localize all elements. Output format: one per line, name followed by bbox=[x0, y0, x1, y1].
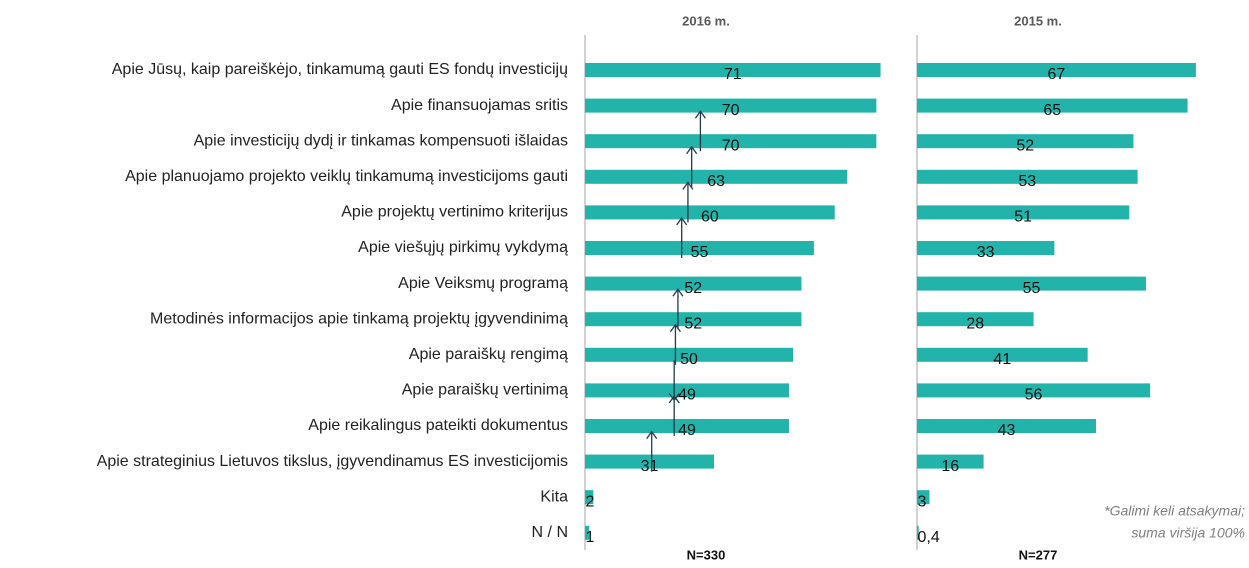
category-label: Metodinės informacijos apie tinkamą proj… bbox=[150, 310, 568, 327]
value-label: 52 bbox=[684, 315, 702, 332]
bar bbox=[917, 63, 1196, 77]
bar bbox=[917, 490, 930, 505]
category-label: Apie paraiškų rengimą bbox=[409, 346, 568, 363]
bar bbox=[585, 241, 814, 255]
value-label: 71 bbox=[724, 66, 742, 83]
value-label: 67 bbox=[1048, 66, 1066, 83]
value-label: 52 bbox=[684, 280, 702, 297]
bar bbox=[585, 419, 789, 433]
value-label: 55 bbox=[691, 244, 709, 261]
value-label: 3 bbox=[918, 493, 927, 510]
category-label: Apie reikalingus pateikti dokumentus bbox=[308, 417, 568, 434]
category-label: Apie investicijų dydį ir tinkamas kompen… bbox=[194, 132, 568, 149]
change-arrow-head bbox=[676, 216, 688, 226]
change-arrow-head bbox=[682, 181, 694, 190]
bar bbox=[917, 169, 1138, 184]
value-label: 51 bbox=[1014, 209, 1032, 226]
footnote: *Galimi keli atsakymai; bbox=[1104, 503, 1245, 519]
bar bbox=[917, 347, 1088, 362]
change-arrow-head bbox=[672, 288, 684, 297]
value-label: 33 bbox=[977, 244, 995, 261]
sample-size: N=277 bbox=[1019, 547, 1058, 562]
bar bbox=[917, 525, 919, 540]
value-label: 43 bbox=[998, 422, 1016, 439]
bar bbox=[917, 383, 1151, 398]
bar bbox=[585, 347, 794, 362]
value-label: 56 bbox=[1025, 387, 1043, 404]
value-label: 49 bbox=[678, 387, 696, 404]
value-label: 50 bbox=[680, 351, 698, 368]
category-label: Apie projektų vertinimo kriterijus bbox=[341, 204, 568, 221]
value-label: 65 bbox=[1043, 102, 1061, 119]
sample-size: N=330 bbox=[687, 547, 726, 562]
bar bbox=[585, 490, 594, 505]
bar bbox=[585, 454, 715, 469]
bar bbox=[917, 241, 1055, 255]
bar bbox=[585, 63, 881, 77]
value-label: 1 bbox=[586, 529, 595, 546]
value-label: 53 bbox=[1018, 173, 1036, 190]
category-label: Apie planuojamo projekto veiklų tinkamum… bbox=[125, 168, 568, 185]
category-label: Apie paraiškų vertinimą bbox=[402, 382, 568, 399]
value-label: 55 bbox=[1023, 280, 1041, 297]
value-label: 0,4 bbox=[918, 529, 940, 546]
panel-title: 2015 m. bbox=[1014, 13, 1062, 28]
category-label: Apie viešųjų pirkimų vykdymą bbox=[358, 239, 568, 256]
bar bbox=[917, 312, 1034, 327]
panel-title: 2016 m. bbox=[682, 13, 730, 28]
value-label: 16 bbox=[941, 458, 959, 475]
bar bbox=[585, 383, 789, 398]
bar bbox=[585, 169, 848, 184]
bar bbox=[585, 98, 877, 113]
value-label: 31 bbox=[641, 458, 659, 475]
value-label: 70 bbox=[722, 137, 740, 154]
category-label: Apie strateginius Lietuvos tikslus, įgyv… bbox=[97, 453, 568, 470]
bar bbox=[585, 134, 877, 149]
category-label: N / N bbox=[532, 524, 568, 541]
category-label: Apie finansuojamas sritis bbox=[391, 97, 568, 114]
bar bbox=[917, 205, 1130, 220]
bar bbox=[917, 419, 1096, 433]
footnote: suma viršija 100% bbox=[1131, 525, 1245, 541]
value-label: 70 bbox=[722, 102, 740, 119]
bar bbox=[585, 205, 835, 220]
value-label: 28 bbox=[966, 315, 984, 332]
value-label: 63 bbox=[707, 173, 725, 190]
category-label: Kita bbox=[540, 488, 568, 505]
value-label: 49 bbox=[678, 422, 696, 439]
change-arrow-head bbox=[669, 323, 681, 333]
category-label: Apie Veiksmų programą bbox=[398, 275, 568, 292]
change-arrow-head bbox=[668, 394, 680, 404]
value-label: 41 bbox=[993, 351, 1011, 368]
bar bbox=[585, 525, 590, 540]
bar bbox=[585, 312, 802, 327]
change-arrow-head bbox=[686, 145, 698, 155]
change-arrow-head bbox=[646, 430, 658, 439]
bar bbox=[917, 98, 1188, 113]
bar bbox=[917, 134, 1134, 149]
bar bbox=[917, 276, 1146, 291]
category-label: Apie Jūsų, kaip pareiškėjo, tinkamumą ga… bbox=[112, 61, 568, 78]
bar bbox=[917, 454, 984, 469]
value-label: 52 bbox=[1016, 137, 1034, 154]
change-arrow-head bbox=[694, 110, 706, 119]
value-label: 60 bbox=[701, 209, 719, 226]
bar bbox=[585, 276, 802, 291]
value-label: 2 bbox=[586, 493, 595, 510]
